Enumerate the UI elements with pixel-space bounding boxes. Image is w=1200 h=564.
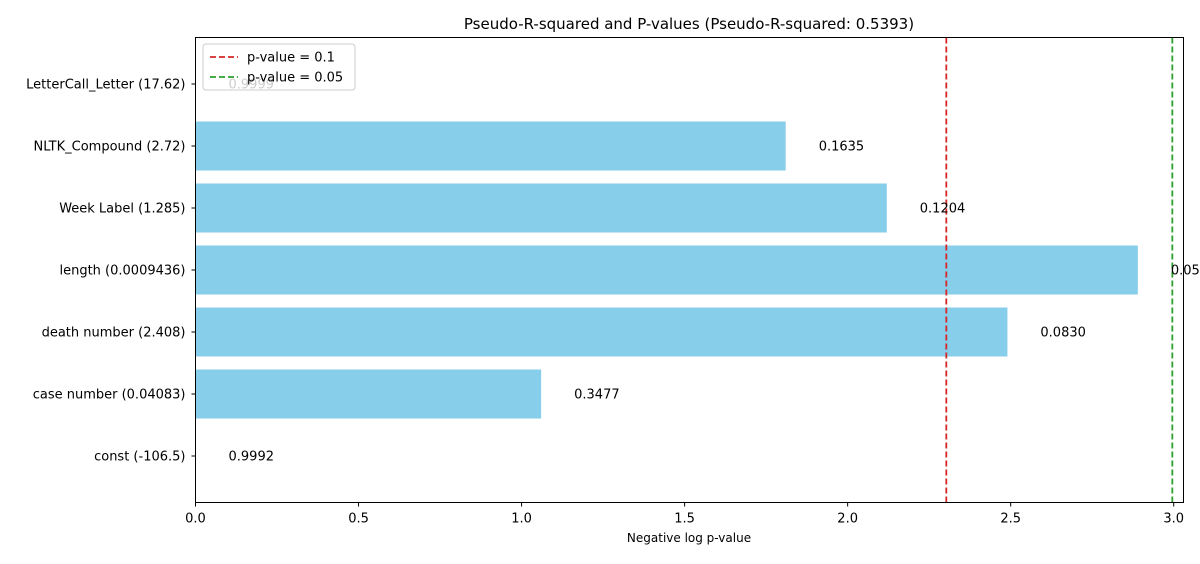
x-axis: 0.0 0.5 1.0 1.5 2.0 2.5 3.0 (185, 502, 1184, 527)
y-tick-label-nltk-compound-2-72: NLTK_Compound (2.72) (34, 140, 186, 155)
bar-death-number-2-408 (195, 307, 1008, 357)
y-tick-label-const-106-5: const (-106.5) (94, 450, 185, 465)
bar-length-0-0009436 (195, 245, 1138, 295)
value-label-nltk-compound-2-72: 0.1635 (819, 140, 865, 155)
legend: p-value = 0.1 p-value = 0.05 (202, 43, 356, 91)
x-tick-label-0-0: 0.0 (185, 512, 206, 527)
y-tick-label-length-0-0009436: length (0.0009436) (59, 264, 185, 279)
x-tick-label-2-0: 2.0 (837, 512, 858, 527)
value-label-death-number-2-408: 0.0830 (1040, 326, 1086, 341)
legend-entries: p-value = 0.1 p-value = 0.05 (210, 51, 343, 86)
chart-title: Pseudo-R-squared and P-values (Pseudo-R-… (464, 15, 914, 33)
value-label-length-0-0009436: 0.05 (1171, 264, 1200, 279)
x-tick-label-0-5: 0.5 (348, 512, 369, 527)
bars-layer (195, 121, 1138, 419)
value-label-case-number-0-04083: 0.3477 (574, 388, 620, 403)
x-tick-label-1-0: 1.0 (511, 512, 532, 527)
y-tick-label-week-label-1-285: Week Label (1.285) (59, 202, 185, 217)
bar-week-label-1-285 (195, 183, 887, 233)
bar-case-number-0-04083 (195, 369, 542, 419)
x-axis-label: Negative log p-value (627, 531, 751, 545)
legend-label-p-value-0-05: p-value = 0.05 (247, 71, 343, 86)
x-tick-label-2-5: 2.5 (1000, 512, 1021, 527)
bar-nltk-compound-2-72 (195, 121, 786, 171)
y-axis: LetterCall_Letter (17.62) NLTK_Compound (… (26, 78, 196, 465)
reference-lines-layer (945, 37, 1174, 503)
x-tick-label-3-0: 3.0 (1163, 512, 1184, 527)
y-tick-label-case-number-0-04083: case number (0.04083) (33, 388, 186, 403)
legend-frame (202, 43, 356, 91)
legend-label-p-value-0-1: p-value = 0.1 (247, 51, 335, 66)
x-tick-label-1-5: 1.5 (674, 512, 695, 527)
y-tick-label-death-number-2-408: death number (2.408) (42, 326, 186, 341)
value-label-week-label-1-285: 0.1204 (920, 202, 966, 217)
y-tick-label-lettercall-letter-17-62: LetterCall_Letter (17.62) (26, 78, 185, 93)
value-label-const-106-5: 0.9992 (229, 450, 275, 465)
